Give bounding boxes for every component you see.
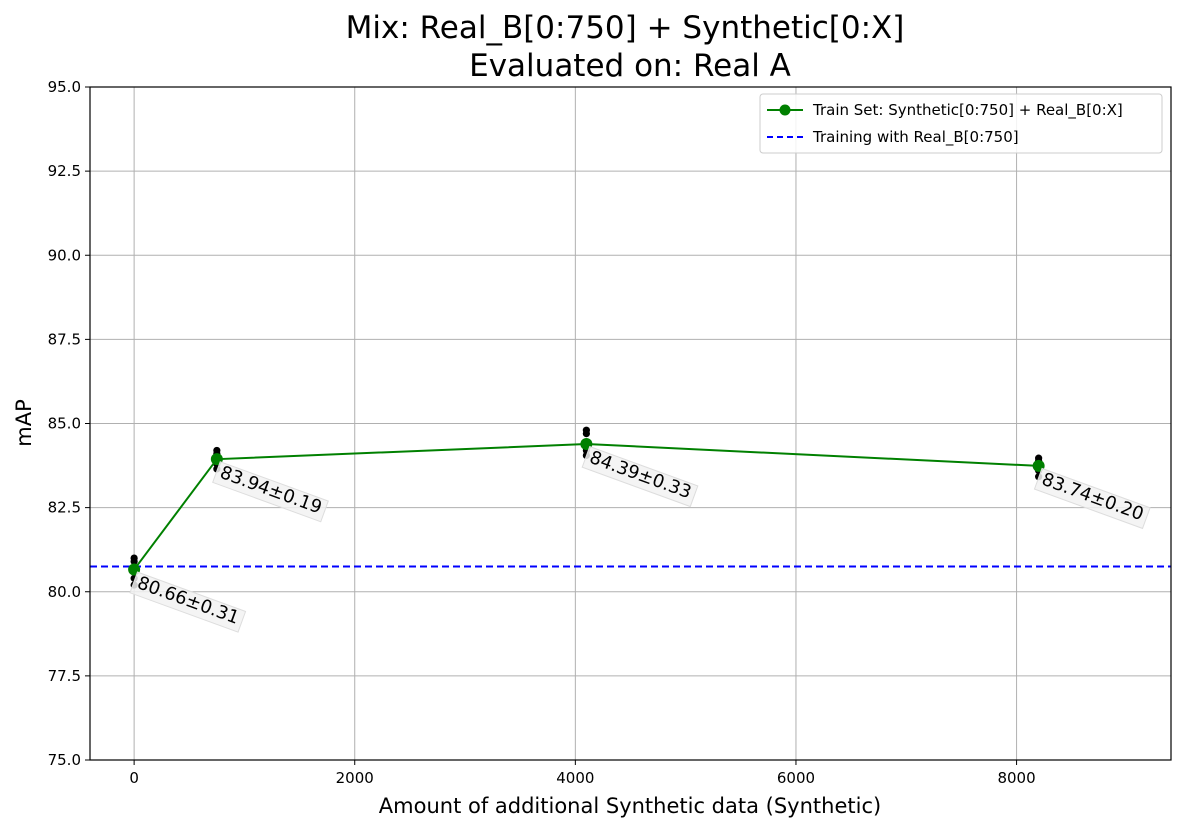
- legend: Train Set: Synthetic[0:750] + Real_B[0:X…: [759, 93, 1163, 154]
- y-tick-label: 92.5: [48, 162, 81, 180]
- x-tick-label: 8000: [997, 769, 1035, 787]
- y-tick-label: 77.5: [48, 667, 81, 685]
- data-label-box: [129, 571, 247, 633]
- y-tick-label: 80.0: [48, 583, 81, 601]
- chart-title-line2: Evaluated on: Real A: [469, 48, 791, 84]
- y-tick-label: 90.0: [48, 246, 81, 264]
- x-tick-label: 6000: [777, 769, 815, 787]
- y-tick-label: 82.5: [48, 499, 81, 517]
- x-tick-label: 2000: [336, 769, 374, 787]
- y-tick-label: 75.0: [48, 751, 81, 769]
- series-line: [133, 443, 1039, 571]
- data-label-box: [212, 461, 329, 523]
- chart-title-line1: Mix: Real_B[0:750] + Synthetic[0:X]: [346, 10, 905, 46]
- x-axis-label: Amount of additional Synthetic data (Syn…: [379, 794, 881, 818]
- x-axis-ticks: 0 2000 4000 6000 8000: [129, 760, 1036, 787]
- y-axis-label: mAP: [12, 399, 36, 447]
- legend-reference-label: Training with Real_B[0:750]: [812, 128, 1019, 147]
- y-tick-label: 87.5: [48, 330, 81, 348]
- run-point: [130, 557, 138, 566]
- run-point: [582, 429, 590, 438]
- y-tick-label: 85.0: [48, 415, 81, 433]
- legend-series-marker: [779, 104, 791, 116]
- data-label-box: [581, 445, 699, 508]
- x-tick-label: 4000: [556, 769, 594, 787]
- y-axis-ticks: 75.0 77.5 80.0 82.5 85.0 87.5 90.0 92.5 95.0: [48, 78, 90, 769]
- y-tick-label: 95.0: [48, 78, 81, 96]
- x-tick-label: 0: [129, 769, 139, 787]
- legend-box: [759, 93, 1163, 154]
- data-label-box: [1033, 467, 1151, 530]
- legend-series-label: Train Set: Synthetic[0:750] + Real_B[0:X…: [812, 101, 1123, 120]
